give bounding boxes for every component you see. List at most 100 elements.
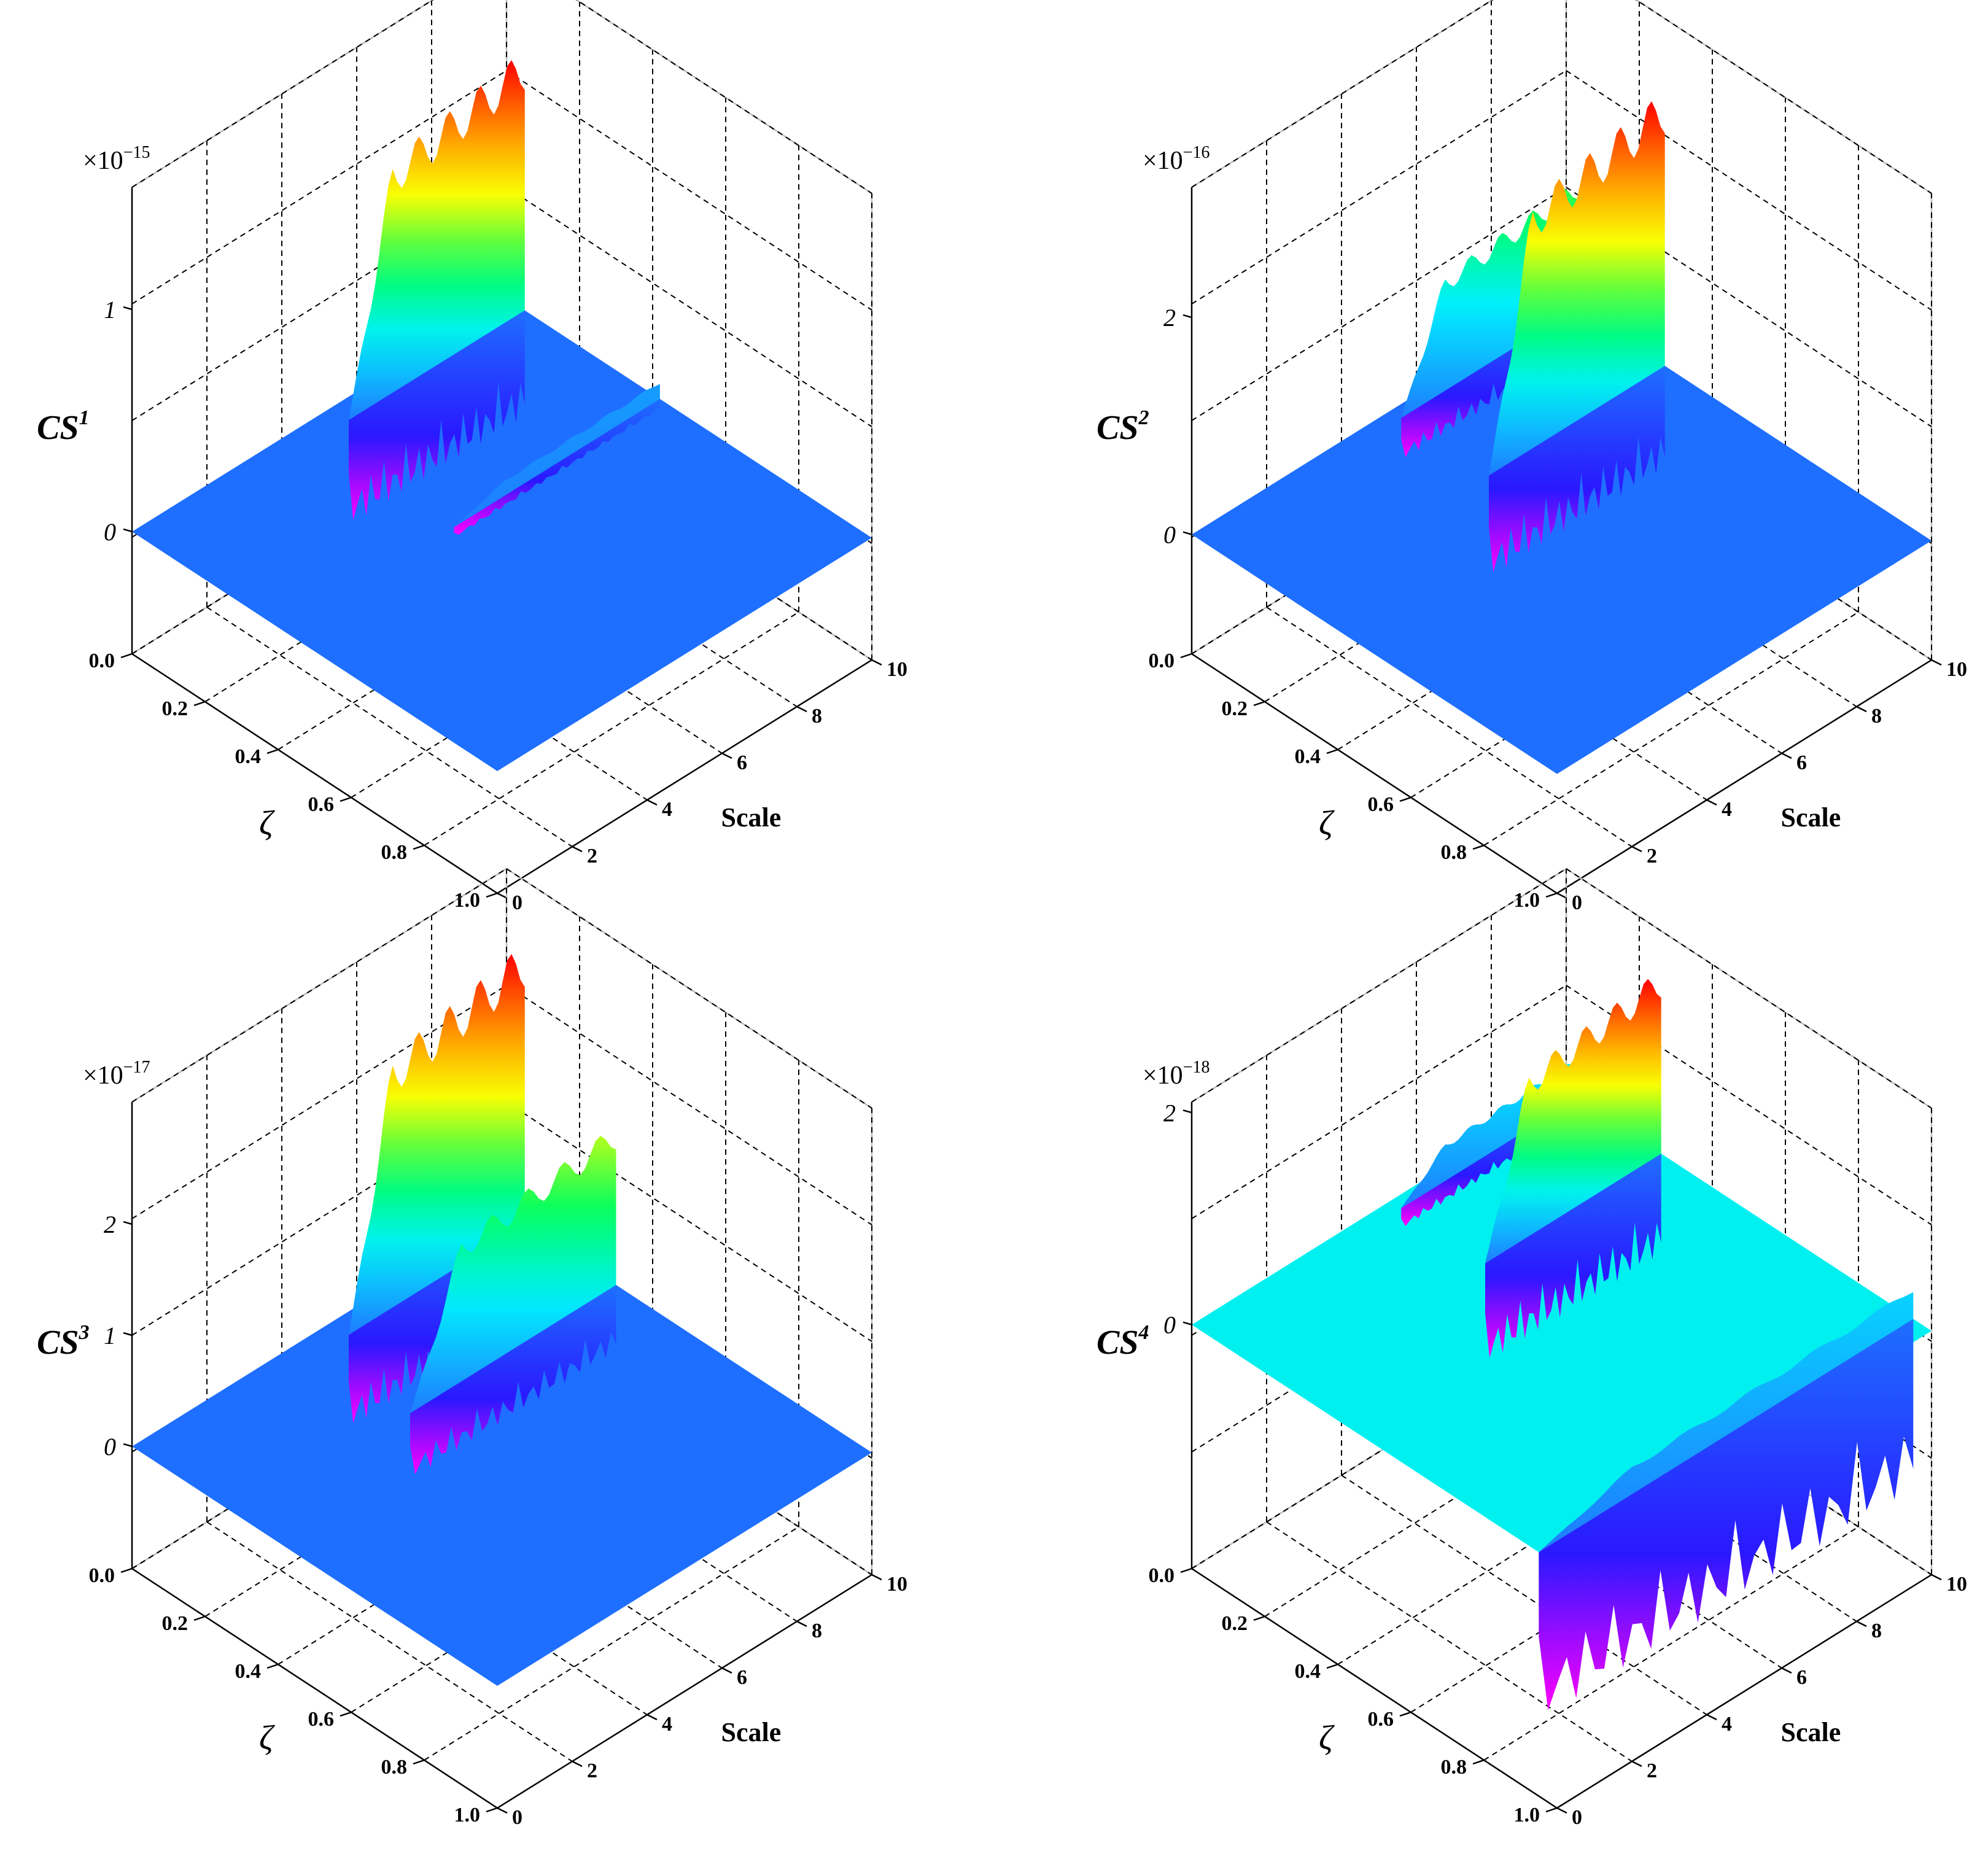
y-tick-mark (796, 1620, 807, 1628)
y-tick-mark (796, 705, 807, 713)
axis-line (1556, 1574, 1932, 1809)
z-multiplier: ×10−15 (83, 143, 150, 175)
grid-line (1341, 1475, 1707, 1715)
axis-line (1556, 659, 1932, 894)
y-tick-mark (572, 1760, 583, 1768)
z-tick-label: 0 (1163, 521, 1176, 549)
x-tick-mark (413, 1759, 425, 1765)
grid-line (1483, 1526, 1859, 1761)
surface-base (1192, 301, 1932, 774)
surface-trough (349, 310, 525, 521)
y-tick-label: 0 (512, 1806, 522, 1829)
y-tick-mark (646, 1713, 658, 1721)
z-axis-label: CS4 (1097, 1321, 1149, 1362)
grid-line (1483, 611, 1859, 846)
surface-base (132, 298, 872, 771)
surface-trough (1485, 1154, 1661, 1358)
x-tick-mark (120, 1567, 133, 1574)
x-tick-label: 0.6 (1368, 793, 1394, 816)
y-tick-mark (1556, 1807, 1567, 1814)
x-tick-label: 1.0 (454, 1804, 481, 1826)
y-tick-mark (871, 659, 882, 666)
chart-panel-bottom-right: 0.0 0.2 0.4 0.6 0.8 1.0 0 2 4 6 8 10 2 0 ×10−18 CS4 ζ Sca… (1097, 867, 1967, 1829)
x-tick-label: 0.4 (235, 1660, 262, 1683)
z-multiplier: ×10−18 (1143, 1058, 1209, 1090)
z-tick-label: 0 (104, 1433, 116, 1461)
x-tick-label: 1.0 (454, 889, 481, 912)
y-axis-label: Scale (721, 802, 782, 832)
y-tick-mark (1856, 1620, 1867, 1628)
grid-line (1566, 70, 1932, 311)
surface-trough (1489, 365, 1665, 573)
x-axis-label: ζ (259, 1719, 275, 1757)
x-tick-label: 0.0 (89, 650, 115, 672)
y-tick-label: 8 (1871, 705, 1882, 728)
x-tick-label: 0.6 (308, 793, 335, 816)
x-tick-label: 1.0 (1514, 889, 1540, 912)
x-tick-mark (266, 748, 279, 755)
y-tick-mark (721, 1667, 732, 1674)
x-tick-mark (340, 1711, 352, 1717)
grid-line (1266, 607, 1633, 847)
z-tick-mark (123, 1220, 133, 1225)
x-tick-mark (1399, 1711, 1411, 1717)
z-axis-label: CS3 (37, 1321, 90, 1362)
x-tick-mark (1326, 1663, 1338, 1669)
grid-line (1191, 985, 1567, 1219)
x-tick-label: 0.2 (162, 1612, 188, 1635)
x-tick-mark (486, 1807, 498, 1813)
y-tick-mark (1556, 892, 1567, 899)
x-tick-label: 0.8 (381, 841, 408, 864)
x-tick-mark (1472, 844, 1485, 850)
y-tick-mark (721, 752, 732, 759)
z-tick-mark (1182, 1109, 1192, 1114)
y-tick-label: 4 (662, 1713, 672, 1736)
surface-ridge (349, 60, 525, 421)
y-tick-label: 10 (1946, 658, 1967, 681)
y-tick-label: 10 (887, 658, 907, 681)
y-tick-label: 8 (812, 705, 822, 728)
z-tick-label: 1 (104, 1322, 116, 1349)
y-tick-mark (1931, 1574, 1942, 1581)
y-tick-label: 10 (887, 1573, 907, 1596)
x-tick-label: 0.2 (1222, 1612, 1248, 1635)
x-tick-mark (193, 1615, 206, 1621)
box-edge (1191, 0, 1494, 188)
x-tick-label: 0.8 (1441, 841, 1467, 864)
grid-line (506, 985, 872, 1225)
y-axis-label: Scale (721, 1717, 782, 1747)
z-tick-label: 2 (1163, 304, 1176, 332)
y-tick-mark (1631, 1760, 1642, 1768)
x-tick-label: 0.8 (1441, 1756, 1467, 1779)
grid-line (1566, 868, 1932, 1109)
y-tick-label: 0 (1572, 1806, 1582, 1829)
axis-line (131, 653, 498, 894)
y-tick-mark (1706, 1713, 1717, 1721)
x-tick-label: 0.4 (1295, 745, 1321, 768)
y-tick-mark (1706, 799, 1717, 806)
z-tick-label: 2 (104, 1211, 116, 1238)
x-tick-label: 0.4 (1295, 1660, 1321, 1683)
grid-line (206, 1521, 573, 1762)
x-tick-mark (340, 796, 352, 802)
y-tick-mark (497, 1807, 508, 1814)
grid-line (1635, 0, 1932, 194)
grid-line (131, 868, 507, 1103)
y-tick-label: 8 (812, 1620, 822, 1642)
grid-line (575, 0, 872, 194)
y-tick-label: 6 (737, 1666, 747, 1689)
y-tick-label: 6 (1796, 751, 1807, 774)
y-tick-label: 4 (1722, 798, 1732, 821)
x-tick-label: 0.0 (89, 1564, 115, 1587)
grid-line (1191, 187, 1567, 421)
x-tick-mark (1545, 1807, 1558, 1813)
x-tick-mark (1472, 1759, 1485, 1765)
grid-line (506, 868, 872, 1109)
x-axis-label: ζ (259, 804, 275, 842)
y-tick-label: 4 (1722, 1713, 1732, 1736)
x-tick-mark (1253, 1615, 1265, 1621)
surface-ridge (1489, 101, 1665, 476)
x-tick-mark (1326, 748, 1338, 755)
y-tick-label: 10 (1946, 1573, 1967, 1596)
